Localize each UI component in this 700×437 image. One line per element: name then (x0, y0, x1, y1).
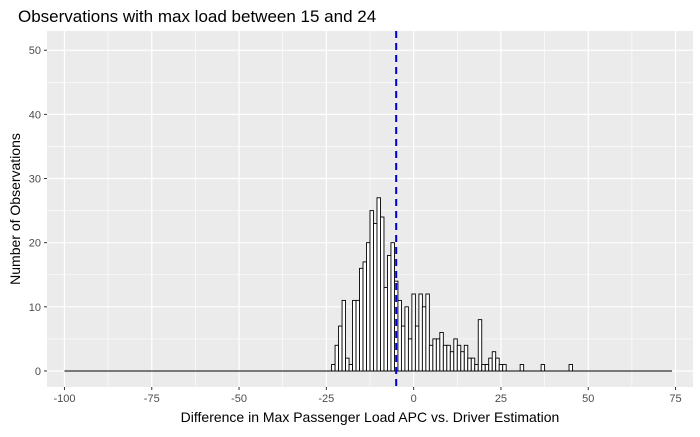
histogram-bar (484, 364, 490, 372)
y-axis-label: Number of Observations (7, 133, 23, 285)
bars-layer (64, 197, 673, 372)
histogram-bar (467, 357, 472, 372)
histogram-bar (348, 364, 353, 372)
y-tick-label: 0 (35, 366, 41, 378)
histogram-bar (338, 325, 343, 372)
histogram-bar (387, 255, 392, 372)
histogram-bar (425, 293, 430, 372)
histogram-bar (369, 210, 374, 372)
histogram-bar (446, 344, 451, 372)
histogram-bar (432, 338, 437, 372)
chart-title: Observations with max load between 15 an… (18, 7, 376, 26)
histogram-bar (400, 325, 406, 372)
histogram-bar (477, 319, 483, 372)
histogram-bar (355, 299, 360, 372)
histogram-bar (502, 364, 507, 372)
histogram-bar (491, 351, 497, 372)
histogram-bar (568, 364, 573, 372)
histogram-bar (362, 261, 367, 372)
y-tick-label: 40 (29, 109, 41, 121)
x-tick-label: -75 (144, 393, 160, 405)
histogram-bar (495, 357, 500, 372)
histogram-bar (397, 299, 402, 372)
histogram-bar (439, 332, 444, 372)
y-tick-label: 10 (29, 302, 41, 314)
x-axis-label: Difference in Max Passenger Load APC vs.… (181, 409, 560, 425)
histogram-bar (460, 351, 465, 372)
histogram-bar (435, 338, 441, 372)
histogram-bar (519, 364, 525, 372)
histogram-bar (359, 267, 364, 372)
histogram-bar (442, 344, 448, 372)
histogram-bar (345, 357, 350, 372)
x-tick-label: -50 (231, 393, 247, 405)
histogram-bar (414, 325, 420, 372)
histogram-bar (470, 357, 476, 372)
histogram-bar (488, 357, 493, 372)
histogram-bar (474, 364, 479, 372)
histogram-bar (334, 344, 340, 372)
histogram-bar (463, 344, 469, 372)
x-tick-label: 75 (669, 393, 681, 405)
y-tick-label: 50 (29, 45, 41, 57)
histogram-bar (407, 338, 413, 372)
histogram-bar (421, 306, 427, 372)
histogram-bar (453, 338, 458, 372)
x-tick-label: -25 (318, 393, 334, 405)
histogram-bar (366, 242, 371, 372)
histogram-bar (540, 364, 546, 372)
histogram-bar (352, 299, 357, 372)
histogram-bar (383, 287, 388, 372)
histogram-bar (404, 306, 409, 372)
x-tick-label: 50 (582, 393, 594, 405)
histogram-bar (331, 364, 336, 372)
x-tick-label: -100 (53, 393, 75, 405)
histogram-bar (498, 364, 504, 372)
histogram-bar (411, 293, 416, 372)
histogram-bar (449, 351, 455, 372)
histogram-bar (341, 299, 347, 372)
x-tick-label: 0 (411, 393, 417, 405)
x-tick-label: 25 (495, 393, 507, 405)
histogram-bar (376, 197, 381, 372)
histogram-bar (373, 222, 378, 372)
histogram-bar (481, 364, 486, 372)
histogram-bar (428, 344, 434, 372)
y-tick-label: 30 (29, 174, 41, 186)
histogram-bar (418, 293, 423, 372)
histogram-bar (380, 216, 385, 372)
histogram-bar (390, 242, 395, 372)
y-tick-label: 20 (29, 238, 41, 250)
axis-layer: -100 -75 -50 -25 0 25 50 75 0 10 20 30 40 50 (29, 45, 682, 405)
histogram-bar (456, 344, 462, 372)
